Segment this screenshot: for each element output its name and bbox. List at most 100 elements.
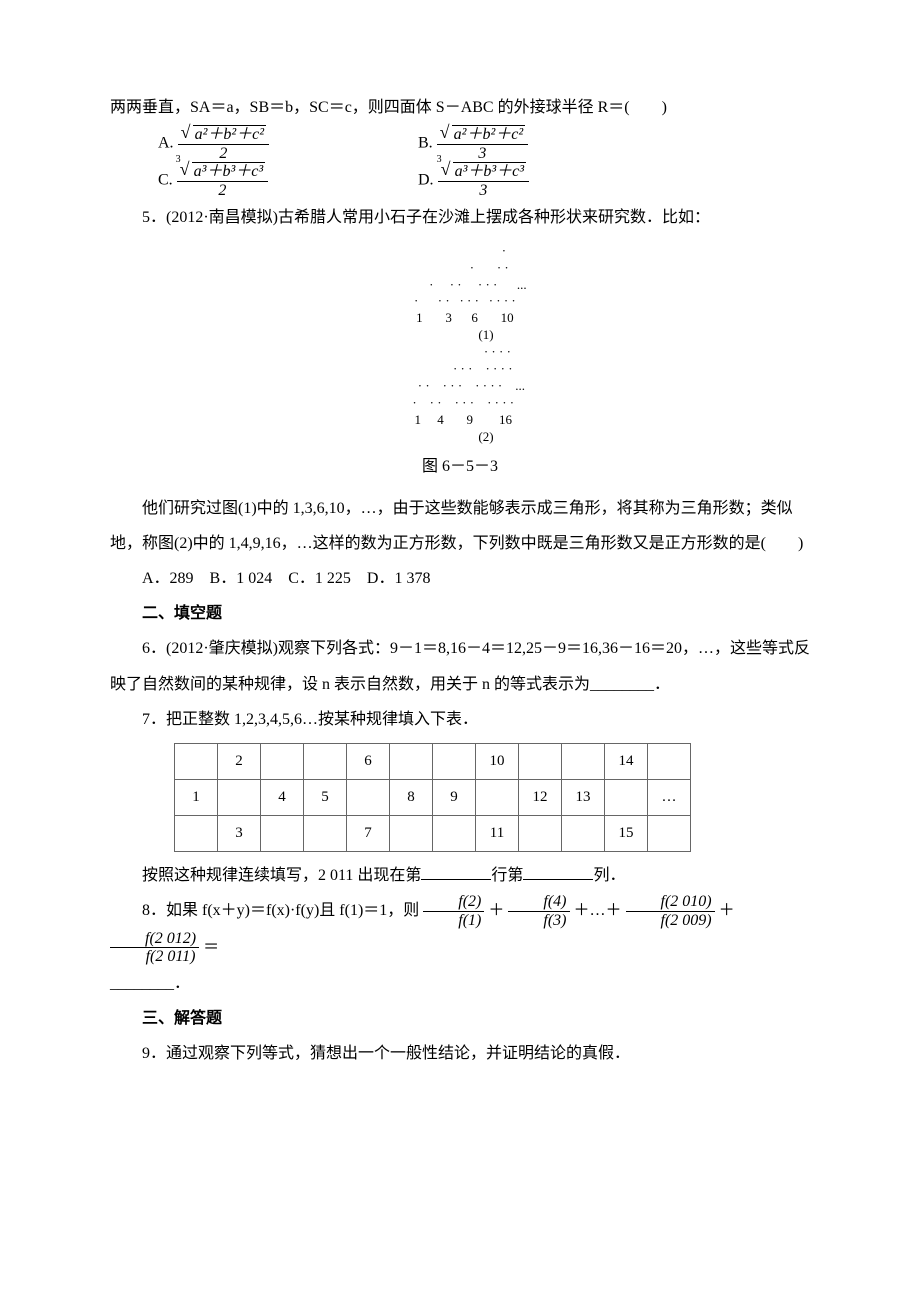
table-cell — [304, 743, 347, 779]
optD-label: D. — [418, 172, 434, 189]
table-cell — [261, 815, 304, 851]
figure-row: · · · · · · · · · ... — [110, 378, 810, 395]
optA-num: a²＋b²＋c² — [193, 125, 267, 144]
optA-den: 2 — [178, 145, 270, 163]
q4-stem: 两两垂直，SA＝a，SB＝b，SC＝c，则四面体 S－ABC 的外接球半径 R＝… — [110, 90, 810, 125]
q8-f2012: f(2 012) — [110, 930, 199, 949]
q8-f4: f(4) — [508, 893, 569, 912]
table-cell: 2 — [218, 743, 261, 779]
optA-frac: √a²＋b²＋c² 2 — [178, 125, 270, 162]
q8-plus1: ＋ — [488, 902, 504, 919]
q6-stem: 6．(2012·肇庆模拟)观察下列各式：9－1＝8,16－4＝12,25－9＝1… — [110, 631, 810, 701]
figure-row: (1) — [110, 327, 810, 344]
optD-den: 3 — [438, 182, 530, 200]
figure-row: · · · · · · · · · · — [110, 395, 810, 412]
table-cell — [261, 743, 304, 779]
optB-label: B. — [418, 134, 433, 151]
q8-f3: f(3) — [508, 912, 569, 930]
table-cell: 4 — [261, 779, 304, 815]
table-row: 2 6 10 14 — [175, 743, 691, 779]
section2-text: 二、填空题 — [142, 605, 222, 622]
q4-optD: D. 3√a³＋b³＋c³ 3 — [418, 162, 678, 199]
table-cell: 11 — [476, 815, 519, 851]
q8-plus2: ＋ — [719, 902, 735, 919]
section3-heading: 三、解答题 — [110, 1001, 810, 1036]
table-cell — [175, 815, 218, 851]
figure-row: (2) — [110, 429, 810, 446]
table-cell: … — [648, 779, 691, 815]
table-cell: 14 — [605, 743, 648, 779]
q8-f1: f(1) — [423, 912, 484, 930]
table-cell: 13 — [562, 779, 605, 815]
q8-frac3: f(2 010)f(2 009) — [626, 893, 715, 929]
q8-dots: ＋…＋ — [574, 902, 622, 919]
optB-num: a²＋b²＋c² — [452, 125, 526, 144]
q8-tail: ________． — [110, 966, 810, 1001]
q7-tail-b: 行第 — [491, 867, 523, 884]
figure-row: 1 4 9 16 — [110, 412, 810, 429]
figure-row: · · · — [110, 260, 810, 277]
table-cell — [605, 779, 648, 815]
table-cell: 10 — [476, 743, 519, 779]
section2-heading: 二、填空题 — [110, 596, 810, 631]
q7-tail-c: 列． — [593, 867, 625, 884]
q7-table: 261014145891213…371115 — [174, 743, 691, 852]
optC-label: C. — [158, 172, 173, 189]
optC-den: 2 — [177, 182, 269, 200]
table-cell — [648, 815, 691, 851]
q8-f2: f(2) — [423, 893, 484, 912]
q5-options: A．289 B．1 024 C．1 225 D．1 378 — [110, 561, 810, 596]
optC-num: a³＋b³＋c³ — [192, 162, 266, 181]
q8-frac2: f(4)f(3) — [508, 893, 569, 929]
figure-row: · · · · · · ... — [110, 277, 810, 294]
table-cell — [218, 779, 261, 815]
q4-optC: C. 3√a³＋b³＋c³ 2 — [158, 162, 418, 199]
optD-num: a³＋b³＋c³ — [453, 162, 527, 181]
figure-row: · — [110, 243, 810, 260]
table-cell — [347, 779, 390, 815]
table-cell — [390, 743, 433, 779]
table-cell — [175, 743, 218, 779]
q8-f2011: f(2 011) — [110, 948, 199, 966]
q4-row1: A. √a²＋b²＋c² 2 B. √a²＋b²＋c² 3 — [158, 125, 810, 162]
table-cell — [562, 743, 605, 779]
optB-frac: √a²＋b²＋c² 3 — [437, 125, 529, 162]
table-cell — [433, 815, 476, 851]
table-cell — [304, 815, 347, 851]
q4-text: 两两垂直，SA＝a，SB＝b，SC＝c，则四面体 S－ABC 的外接球半径 R＝… — [110, 99, 667, 116]
q8-f2009: f(2 009) — [626, 912, 715, 930]
optD-frac: 3√a³＋b³＋c³ 3 — [438, 162, 530, 199]
table-cell: 5 — [304, 779, 347, 815]
q4-optB: B. √a²＋b²＋c² 3 — [418, 125, 678, 162]
q5-fig-caption: 图 6－5－3 — [110, 449, 810, 484]
q7-tail: 按照这种规律连续填写，2 011 出现在第行第列． — [110, 858, 810, 893]
q8-frac1: f(2)f(1) — [423, 893, 484, 929]
q4-optA: A. √a²＋b²＋c² 2 — [158, 125, 418, 162]
table-cell: 15 — [605, 815, 648, 851]
table-cell: 1 — [175, 779, 218, 815]
q7-blank-row — [421, 863, 491, 880]
q8-f2010: f(2 010) — [626, 893, 715, 912]
q9-stem: 9．通过观察下列等式，猜想出一个一般性结论，并证明结论的真假． — [110, 1036, 810, 1071]
table-cell — [519, 743, 562, 779]
table-cell: 6 — [347, 743, 390, 779]
table-cell: 7 — [347, 815, 390, 851]
q8-line: 8．如果 f(x＋y)＝f(x)·f(y)且 f(1)＝1，则 f(2)f(1)… — [110, 893, 810, 966]
q5-stem2: 他们研究过图(1)中的 1,3,6,10，…，由于这些数能够表示成三角形，将其称… — [110, 491, 810, 561]
table-cell: 9 — [433, 779, 476, 815]
figure-row: 1 3 6 10 — [110, 310, 810, 327]
table-cell: 12 — [519, 779, 562, 815]
section3-text: 三、解答题 — [142, 1010, 222, 1027]
q8-eq: ＝ — [203, 939, 219, 956]
table-cell: 8 — [390, 779, 433, 815]
table-cell — [390, 815, 433, 851]
q7-stem: 7．把正整数 1,2,3,4,5,6…按某种规律填入下表． — [110, 702, 810, 737]
q8-pre: 8．如果 f(x＋y)＝f(x)·f(y)且 f(1)＝1，则 — [142, 902, 419, 919]
optC-frac: 3√a³＋b³＋c³ 2 — [177, 162, 269, 199]
table-row: 1 45 89 1213 … — [175, 779, 691, 815]
figure-row: · · · · · · · · · · — [110, 293, 810, 310]
table-cell — [476, 779, 519, 815]
table-cell: 3 — [218, 815, 261, 851]
optA-label: A. — [158, 134, 174, 151]
q8-frac4: f(2 012)f(2 011) — [110, 930, 199, 966]
